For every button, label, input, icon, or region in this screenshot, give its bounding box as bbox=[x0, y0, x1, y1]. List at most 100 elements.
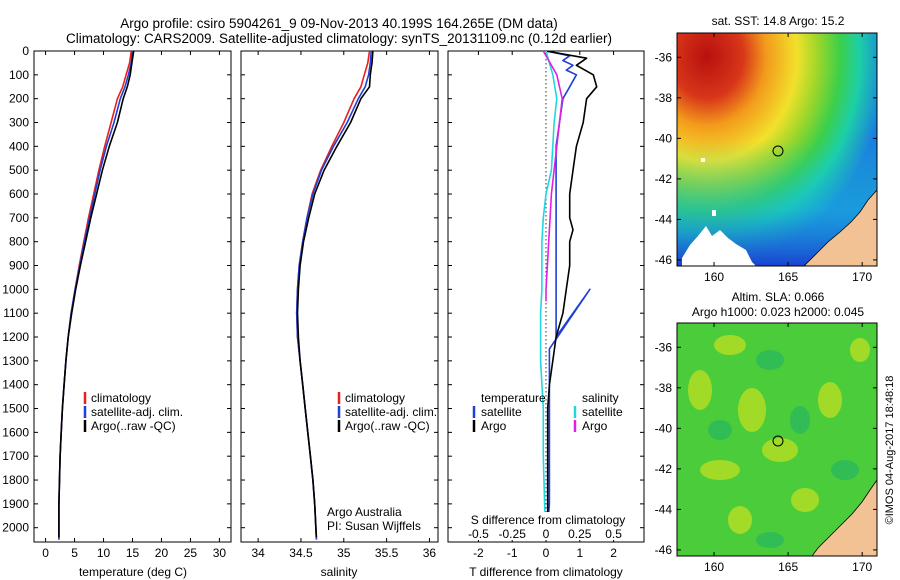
sla-low-anomalies bbox=[708, 350, 859, 548]
sla-map-panel: Altim. SLA: 0.066 Argo h1000: 0.023 h200… bbox=[655, 290, 878, 574]
latitude-tick-label: -42 bbox=[655, 172, 673, 186]
latitude-tick-label: -40 bbox=[655, 421, 673, 435]
sst-no-data-patch bbox=[682, 226, 756, 266]
latitude-tick-label: -42 bbox=[655, 462, 673, 476]
latitude-tick-label: -44 bbox=[655, 502, 673, 516]
sla-map-title: Altim. SLA: 0.066 bbox=[732, 290, 825, 304]
temperature-legend: climatology satellite-adj. clim. Argo(..… bbox=[83, 391, 183, 433]
sla-heatmap bbox=[677, 323, 877, 556]
latitude-tick-label: -46 bbox=[655, 543, 673, 557]
salinity-difference-tick-label: -0.5 bbox=[468, 527, 489, 541]
depth-tick-label: 1000 bbox=[2, 282, 29, 296]
land-new-zealand bbox=[803, 189, 877, 266]
latitude-tick-label: -36 bbox=[655, 50, 673, 64]
depth-tick-label: 1400 bbox=[2, 378, 29, 392]
argo-float-marker bbox=[772, 145, 784, 157]
argo-float-marker bbox=[772, 435, 784, 447]
credit-argo-australia: Argo Australia bbox=[327, 505, 402, 519]
sla-high-anomalies bbox=[688, 335, 870, 534]
temperature-profile-lines bbox=[58, 51, 135, 540]
longitude-tick-label: 170 bbox=[852, 270, 872, 284]
figure-title-line-2: Climatology: CARS2009. Satellite-adjuste… bbox=[66, 31, 612, 46]
legend-header-temperature: temperature bbox=[481, 391, 546, 405]
depth-tick-label: 1700 bbox=[2, 449, 29, 463]
salinity-legend: climatology satellite-adj. clim. Argo(..… bbox=[337, 391, 437, 433]
difference-profile-lines bbox=[539, 51, 598, 540]
legend-header-salinity: salinity bbox=[582, 391, 619, 405]
depth-tick-label: 500 bbox=[9, 163, 29, 177]
depth-tick-label: 100 bbox=[9, 68, 29, 82]
difference-panel: -2 -1 0 1 2 T difference from climatology S … bbox=[447, 50, 645, 579]
s-difference-axis-label: S difference from climatology bbox=[471, 513, 626, 527]
series-line-salinity-argo bbox=[542, 51, 564, 302]
longitude-tick-label: 165 bbox=[778, 270, 798, 284]
temperature-difference-tick-label: -1 bbox=[507, 546, 518, 560]
legend-label-s-satellite: satellite bbox=[582, 405, 623, 419]
temperature-difference-tick-label: 1 bbox=[576, 546, 583, 560]
latitude-tick-label: -38 bbox=[655, 91, 673, 105]
legend-label-t-satellite: satellite bbox=[481, 405, 522, 419]
salinity-tick-label: 36 bbox=[423, 546, 437, 560]
series-line-temperature-argo bbox=[545, 51, 598, 540]
temperature-difference-tick-label: 2 bbox=[610, 546, 617, 560]
s-axis-background bbox=[464, 512, 629, 540]
salinity-tick-label: 34.5 bbox=[289, 546, 313, 560]
legend-label-s-argo: Argo bbox=[582, 419, 608, 433]
sst-heatmap bbox=[677, 33, 877, 266]
latitude-tick-label: -36 bbox=[655, 340, 673, 354]
difference-axis-ticks: -2 -1 0 1 2 bbox=[448, 50, 644, 560]
temperature-panel: 0100200300400500600700800900100011001200… bbox=[2, 44, 232, 579]
depth-tick-label: 900 bbox=[9, 259, 29, 273]
temperature-difference-tick-label: 0 bbox=[543, 546, 550, 560]
legend-label-satellite-adj: satellite-adj. clim. bbox=[91, 405, 183, 419]
temperature-tick-label: 20 bbox=[155, 546, 169, 560]
series-line-argo-raw-qc bbox=[58, 51, 135, 538]
longitude-tick-label: 170 bbox=[852, 560, 872, 574]
salinity-plot-frame bbox=[240, 50, 439, 543]
salinity-axis-ticks: 34 34.5 35 35.5 36 bbox=[241, 50, 438, 560]
sst-map-panel: sat. SST: 14.8 Argo: 15.2 160 165 170 -36 -3… bbox=[655, 14, 878, 284]
temperature-axis-label: temperature (deg C) bbox=[79, 565, 187, 579]
temperature-difference-tick-label: -2 bbox=[473, 546, 484, 560]
land-new-zealand bbox=[811, 479, 877, 556]
legend-label-argo: Argo(..raw -QC) bbox=[91, 419, 176, 433]
depth-tick-label: 1300 bbox=[2, 354, 29, 368]
salinity-tick-label: 34 bbox=[251, 546, 265, 560]
sst-map-title: sat. SST: 14.8 Argo: 15.2 bbox=[712, 14, 845, 28]
temperature-tick-label: 25 bbox=[184, 546, 198, 560]
depth-tick-label: 1600 bbox=[2, 425, 29, 439]
sst-no-data-patch-2 bbox=[701, 158, 716, 216]
depth-tick-label: 1900 bbox=[2, 497, 29, 511]
depth-tick-label: 1100 bbox=[3, 306, 29, 320]
salinity-difference-tick-label: 0 bbox=[543, 527, 550, 541]
latitude-tick-label: -46 bbox=[655, 253, 673, 267]
depth-tick-label: 600 bbox=[9, 187, 29, 201]
temperature-plot-frame bbox=[33, 50, 232, 543]
series-line-argo-raw-qc bbox=[296, 51, 374, 538]
difference-legend: temperature salinity satellite Argo sate… bbox=[472, 391, 623, 433]
longitude-tick-label: 160 bbox=[704, 560, 724, 574]
legend-label-climatology: climatology bbox=[91, 391, 151, 405]
temperature-tick-label: 10 bbox=[97, 546, 111, 560]
temperature-tick-label: 15 bbox=[126, 546, 140, 560]
sla-map-axis-ticks: 160 165 170 -36 -38 -40 -42 -44 -46 bbox=[655, 323, 877, 574]
legend-label-t-argo: Argo bbox=[481, 419, 507, 433]
salinity-difference-tick-label: 0.5 bbox=[605, 527, 622, 541]
temperature-tick-label: 5 bbox=[71, 546, 78, 560]
latitude-tick-label: -40 bbox=[655, 131, 673, 145]
depth-tick-label: 200 bbox=[9, 92, 29, 106]
depth-tick-label: 0 bbox=[22, 44, 29, 58]
legend-label-satellite-adj: satellite-adj. clim. bbox=[345, 405, 437, 419]
legend-label-climatology: climatology bbox=[345, 391, 405, 405]
series-line-salinity-satellite bbox=[539, 51, 558, 540]
depth-tick-label: 2000 bbox=[2, 521, 29, 535]
depth-tick-label: 1500 bbox=[2, 402, 29, 416]
depth-tick-label: 400 bbox=[9, 139, 29, 153]
legend-label-argo: Argo(..raw -QC) bbox=[345, 419, 430, 433]
longitude-tick-label: 165 bbox=[778, 560, 798, 574]
sla-map-frame bbox=[676, 322, 878, 557]
depth-tick-label: 1200 bbox=[2, 330, 29, 344]
salinity-difference-tick-label: 0.25 bbox=[568, 527, 592, 541]
sla-map-subtitle: Argo h1000: 0.023 h2000: 0.045 bbox=[692, 305, 864, 319]
